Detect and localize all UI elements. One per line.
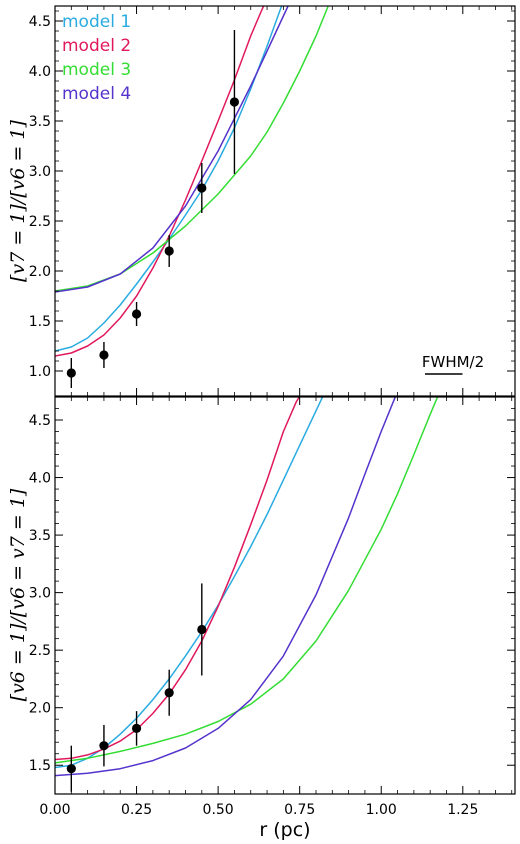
bottom-y-tick-label: 3.0 <box>29 586 51 602</box>
legend-entry-model-4: model 4 <box>62 84 131 104</box>
bottom-plot-frame <box>54 396 516 795</box>
fwhm-annotation: FWHM/2 <box>422 353 484 371</box>
top-y-tick-label: 2.0 <box>29 264 51 280</box>
bottom-y-tick-label: 2.0 <box>29 701 51 717</box>
x-tick-label: 0.25 <box>121 802 152 818</box>
top-y-tick-label: 2.5 <box>29 214 51 230</box>
bottom-panel: 1.5 2.0 2.5 3.0 3.5 4.0 4.5 0.00 0.25 0.50 0.75 1.0… <box>29 396 516 818</box>
bottom-y-tick-label: 4.0 <box>29 471 51 487</box>
bottom-data-point <box>164 688 174 698</box>
bottom-data-point <box>99 741 109 751</box>
legend: model 1 model 2 model 3 model 4 <box>62 12 131 104</box>
legend-entry-model-1: model 1 <box>62 12 131 32</box>
x-tick-label: 1.00 <box>366 802 397 818</box>
bottom-y-tick-label: 1.5 <box>29 758 51 774</box>
x-axis-label: r (pc) <box>259 819 310 841</box>
top-panel: 1.0 1.5 2.0 2.5 3.0 3.5 4.0 4.5 <box>29 5 516 397</box>
legend-entry-model-2: model 2 <box>62 36 131 56</box>
top-data-point <box>66 368 76 378</box>
x-tick-label: 1.25 <box>447 802 478 818</box>
top-y-axis-label: [v7 = 1]/[v6 = 1] <box>7 119 29 281</box>
bottom-x-ticks: 0.00 0.25 0.50 0.75 1.00 1.25 <box>39 397 513 818</box>
bottom-data-point <box>66 764 76 774</box>
bottom-y-tick-label: 2.5 <box>29 643 51 659</box>
top-data-point <box>131 309 142 319</box>
top-data-point <box>164 246 174 256</box>
bottom-observed-points <box>66 583 207 792</box>
bottom-data-point <box>197 624 207 635</box>
top-y-tick-label: 3.5 <box>29 114 51 130</box>
bottom-data-point <box>131 723 142 734</box>
top-y-tick-label: 1.0 <box>29 364 51 380</box>
bottom-model-curves <box>55 397 439 777</box>
bottom-y-ticks: 1.5 2.0 2.5 3.0 3.5 4.0 4.5 <box>29 408 515 774</box>
top-data-point <box>99 350 109 360</box>
bottom-curve-model-4 <box>55 397 397 777</box>
bottom-y-tick-label: 3.5 <box>29 528 51 544</box>
top-plot-frame <box>54 5 516 397</box>
x-tick-label: 0.75 <box>284 802 315 818</box>
top-y-tick-label: 4.0 <box>29 64 51 80</box>
bottom-curve-model-2 <box>55 397 301 761</box>
top-x-ticks <box>54 6 513 396</box>
x-tick-label: 0.50 <box>203 802 234 818</box>
legend-entry-model-3: model 3 <box>62 60 131 80</box>
top-data-point <box>229 97 240 107</box>
top-y-tick-label: 3.0 <box>29 164 51 180</box>
top-observed-points <box>66 30 240 388</box>
top-data-point <box>197 183 207 193</box>
top-y-tick-label: 4.5 <box>29 14 51 30</box>
bottom-curve-model-3 <box>55 397 439 764</box>
bottom-y-tick-label: 4.5 <box>29 413 51 429</box>
bottom-curve-model-1 <box>55 397 324 769</box>
x-tick-label: 0.00 <box>39 802 70 818</box>
bottom-y-axis-label: [v6 = 1]/[v6 = v7 = 1] <box>7 488 29 701</box>
top-y-tick-label: 1.5 <box>29 314 51 330</box>
top-y-ticks: 1.0 1.5 2.0 2.5 3.0 3.5 4.0 4.5 <box>29 10 515 380</box>
